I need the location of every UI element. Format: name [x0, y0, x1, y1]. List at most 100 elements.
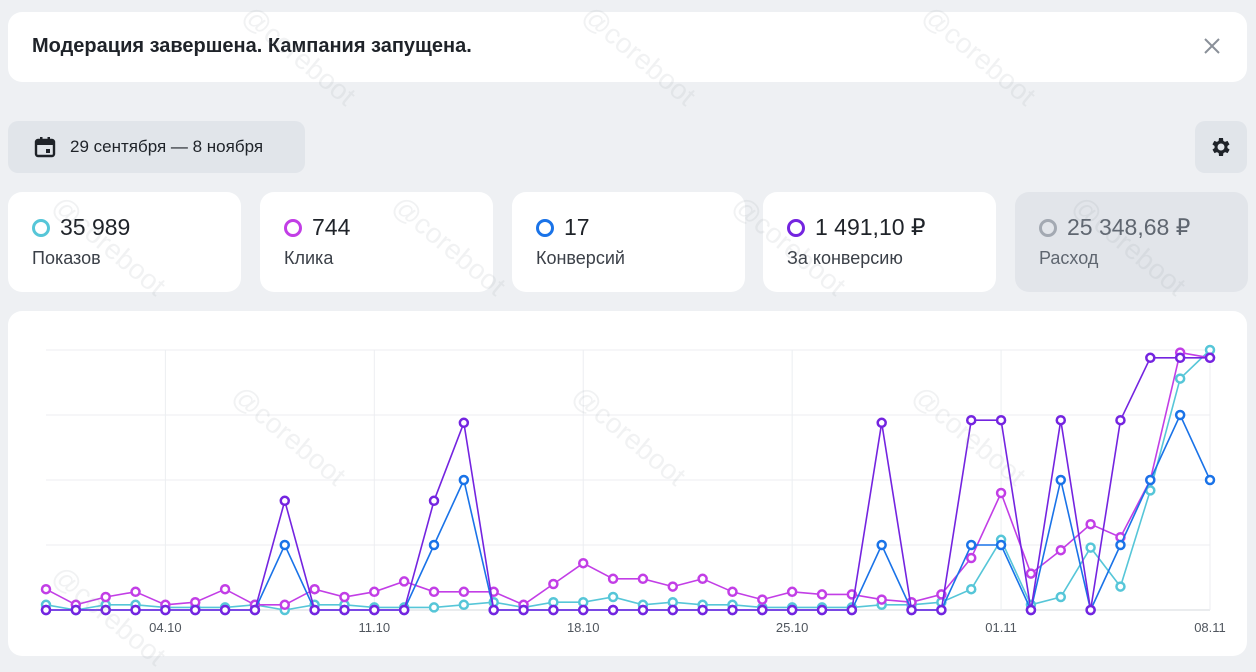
- data-point: [697, 604, 708, 616]
- metric-card[interactable]: 35 989 Показов: [8, 192, 241, 292]
- data-point: [876, 539, 887, 551]
- data-point: [965, 414, 977, 426]
- data-point: [100, 604, 111, 616]
- data-point: [1055, 544, 1067, 556]
- close-button[interactable]: [1203, 37, 1221, 55]
- data-point: [1025, 604, 1037, 616]
- data-point: [1145, 474, 1156, 486]
- chart-card: 04.10 11.10 18.10 25.10 01.11 08.11: [8, 311, 1247, 656]
- gear-icon: [1212, 138, 1230, 156]
- data-point: [995, 414, 1007, 426]
- data-point: [369, 604, 380, 616]
- data-point: [965, 539, 977, 551]
- data-point: [70, 604, 82, 616]
- metric-value: 35 989: [60, 214, 131, 240]
- data-point: [398, 604, 410, 616]
- data-point: [607, 604, 619, 616]
- metric-value: 17: [564, 214, 590, 240]
- data-point: [428, 586, 440, 598]
- page: Модерация завершена. Кампания запущена. …: [8, 0, 1248, 672]
- metric-card[interactable]: 25 348,68 ₽ Расход: [1015, 192, 1248, 292]
- data-point: [607, 591, 619, 603]
- data-point: [697, 573, 708, 585]
- data-point: [488, 604, 499, 616]
- data-point: [219, 604, 231, 616]
- x-tick-label: 01.11: [985, 620, 1017, 635]
- metric-value: 25 348,68 ₽: [1067, 214, 1191, 240]
- x-tick-label: 18.10: [567, 620, 600, 635]
- data-point: [1085, 604, 1096, 616]
- settings-button[interactable]: [1195, 121, 1247, 173]
- data-point: [876, 594, 887, 605]
- data-point: [458, 474, 470, 486]
- metric-ring: [32, 219, 50, 237]
- data-point: [189, 604, 201, 616]
- data-point: [577, 557, 589, 569]
- data-point: [757, 604, 768, 616]
- metric-card[interactable]: 1 491,10 ₽ За конверсию: [763, 192, 996, 292]
- x-tick-label: 08.11: [1194, 620, 1226, 635]
- data-point: [518, 604, 529, 616]
- x-tick-label: 04.10: [149, 620, 182, 635]
- data-point: [1115, 414, 1126, 426]
- data-point: [160, 604, 171, 616]
- x-tick-label: 11.10: [359, 620, 391, 635]
- chart: 04.10 11.10 18.10 25.10 01.11 08.11: [40, 344, 1226, 635]
- data-point: [130, 604, 141, 616]
- data-point: [995, 487, 1007, 499]
- data-point: [1115, 581, 1126, 592]
- data-point: [1174, 352, 1186, 364]
- data-point: [309, 604, 320, 616]
- metric-card[interactable]: 744 Клика: [260, 192, 493, 292]
- data-point: [428, 602, 440, 613]
- x-tick-label: 25.10: [776, 620, 809, 635]
- metric-label: Показов: [32, 248, 101, 268]
- data-point: [846, 604, 858, 616]
- data-point: [279, 539, 291, 551]
- data-point: [40, 604, 52, 616]
- metric-ring: [284, 219, 302, 237]
- data-point: [339, 591, 350, 603]
- data-point: [130, 586, 141, 598]
- data-point: [100, 591, 111, 603]
- data-point: [727, 586, 738, 598]
- data-point: [727, 604, 738, 616]
- data-point: [995, 539, 1007, 551]
- data-point: [279, 495, 291, 507]
- data-point: [816, 589, 828, 600]
- data-point: [1204, 352, 1216, 364]
- data-point: [428, 539, 440, 551]
- data-point: [1174, 373, 1186, 384]
- data-point: [309, 583, 320, 595]
- data-point: [1115, 539, 1126, 551]
- data-point: [1025, 568, 1037, 579]
- series-line: [45, 351, 1211, 606]
- data-point: [458, 417, 470, 429]
- data-point: [279, 599, 291, 611]
- data-point: [548, 604, 559, 616]
- data-point: [607, 573, 619, 585]
- data-point: [428, 495, 440, 507]
- data-point: [667, 604, 679, 616]
- data-point: [906, 604, 917, 616]
- data-point: [637, 604, 649, 616]
- metric-label: Конверсий: [536, 248, 625, 268]
- date-picker[interactable]: 29 сентября — 8 ноября: [8, 121, 305, 173]
- data-point: [249, 604, 261, 616]
- metric-ring: [536, 219, 554, 237]
- metric-card[interactable]: 17 Конверсий: [512, 192, 745, 292]
- metric-label: За конверсию: [787, 248, 903, 268]
- data-point: [1055, 474, 1067, 486]
- data-point: [398, 576, 410, 587]
- data-point: [965, 552, 977, 564]
- series-line: [45, 349, 1211, 611]
- metric-ring: [787, 219, 805, 237]
- data-point: [786, 586, 798, 598]
- data-point: [816, 604, 828, 616]
- data-point: [1055, 414, 1067, 426]
- data-point: [637, 573, 649, 585]
- metric-value: 744: [312, 214, 351, 240]
- data-point: [369, 586, 380, 598]
- data-point: [1174, 409, 1186, 421]
- series-line: [46, 357, 1210, 611]
